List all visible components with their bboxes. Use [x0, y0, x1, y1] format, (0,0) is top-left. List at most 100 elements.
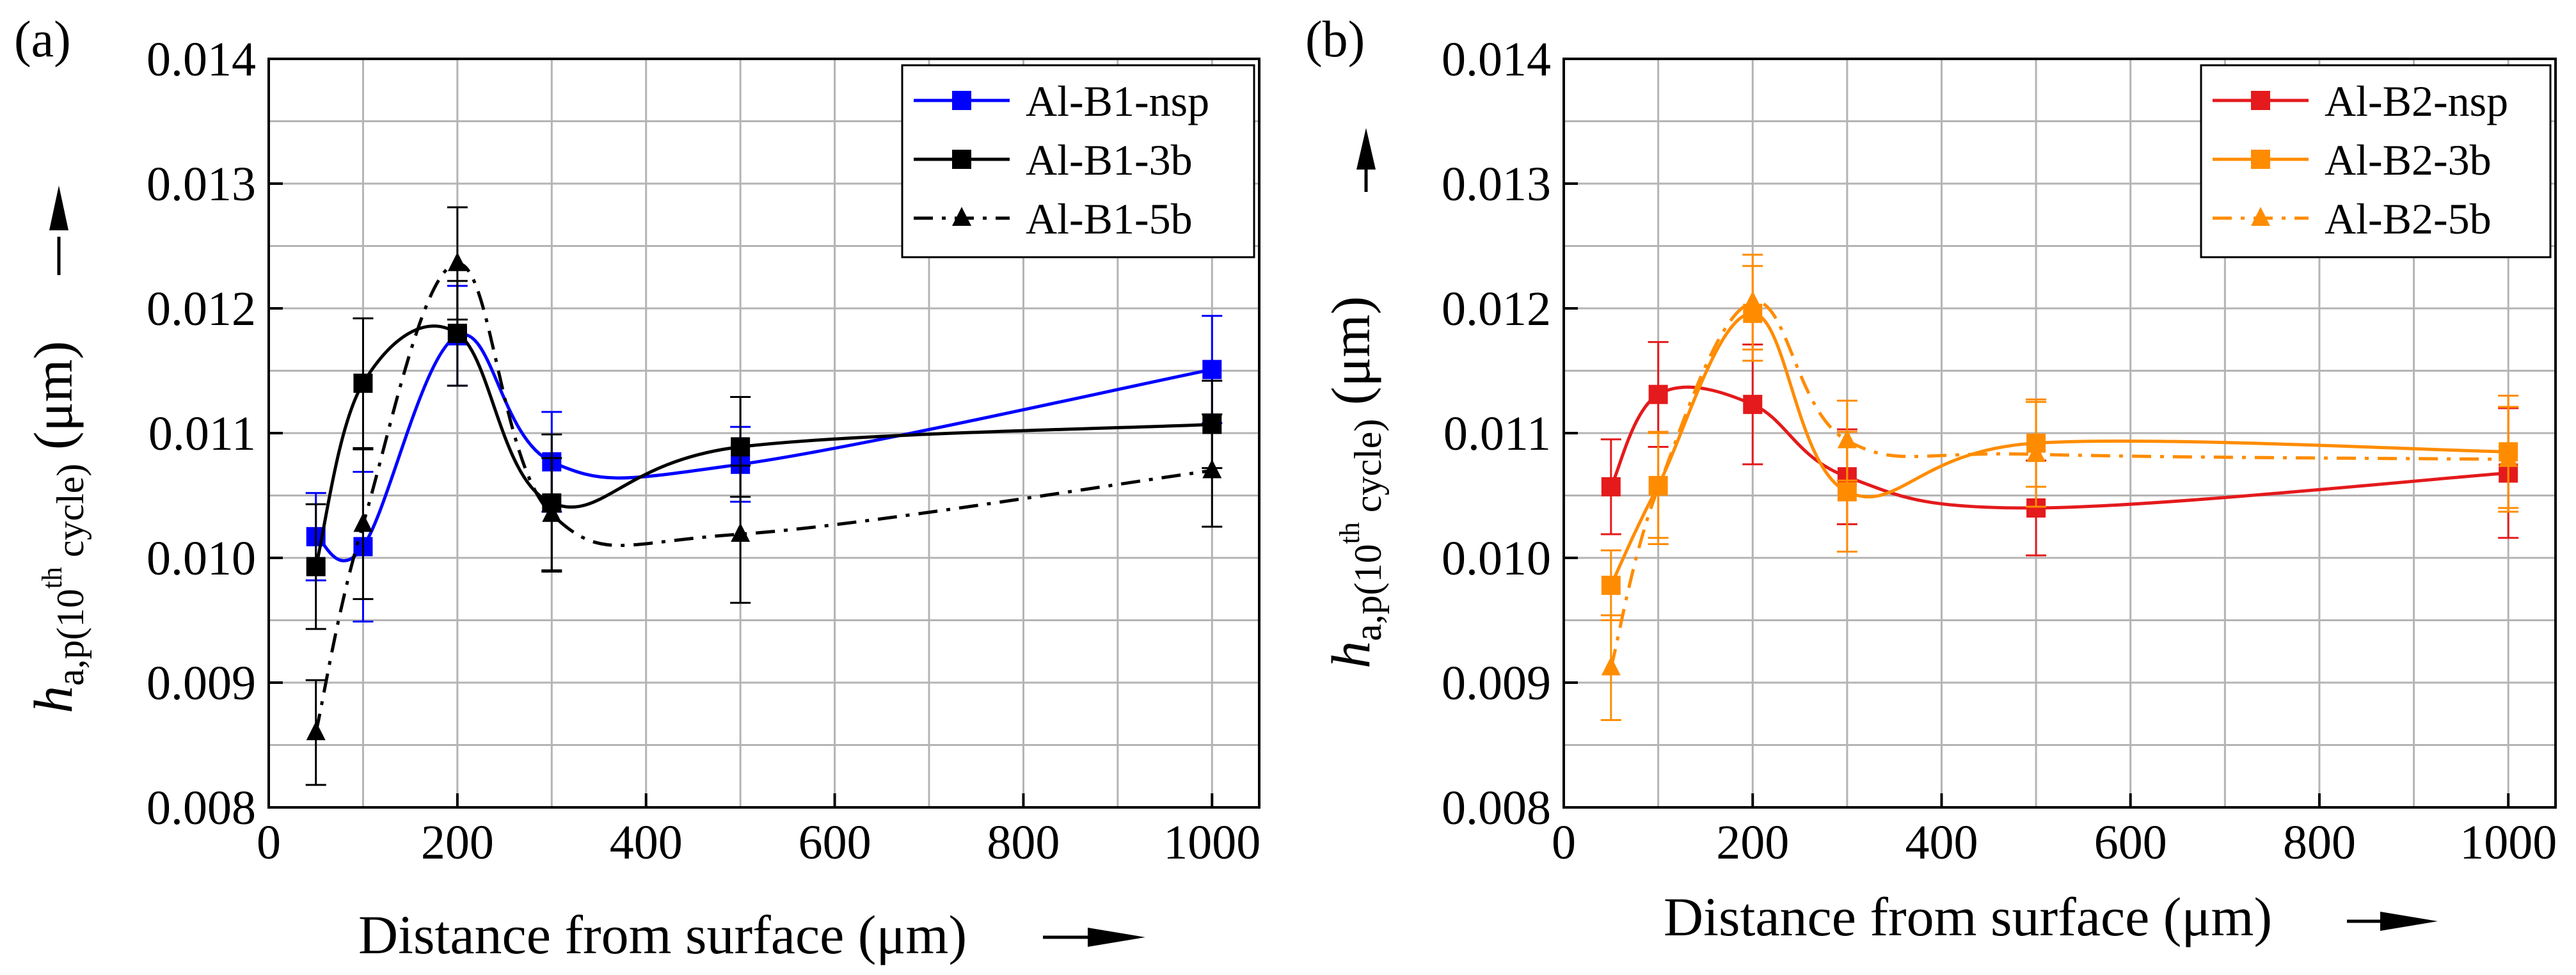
x-tick-label: 400	[610, 816, 683, 869]
legend-marker	[952, 207, 971, 226]
series-Al-B2-5b	[1600, 253, 2519, 721]
x-tick-labels-a: 0 200 400 600 800 1000	[257, 816, 1260, 869]
y-tick-label: 0.014	[147, 33, 256, 86]
y-axis-title-text: ha,p(10th cycle) (μm)	[1320, 296, 1389, 669]
data-point	[1202, 459, 1222, 479]
y-tick-label: 0.011	[148, 407, 256, 461]
x-tick-label: 200	[421, 816, 494, 869]
x-tick-label: 400	[1905, 816, 1978, 869]
y-tick-label: 0.009	[147, 656, 256, 710]
legend-label: Al-B2-nsp	[2325, 77, 2508, 125]
legend-item: Al-B1-3b	[914, 136, 1193, 184]
chart-panel-b: (b) 0 200 400 600 800 1000 0.0080.0090.0100.0…	[1305, 12, 2557, 947]
y-tick-label: 0.012	[1442, 282, 1551, 336]
y-tick-label: 0.013	[147, 157, 256, 211]
x-tick-label: 800	[2283, 816, 2356, 869]
x-tick-label: 800	[987, 816, 1060, 869]
data-point	[1837, 429, 1857, 448]
chart-panel-a: (a) 0 200 400 600 800 1000 0.0080.0090.0100.0…	[14, 12, 1260, 965]
data-point	[306, 557, 326, 576]
x-tick-labels-b: 0 200 400 600 800 1000	[1552, 816, 2557, 869]
data-point	[1202, 360, 1222, 379]
data-point	[353, 374, 373, 393]
x-tick-label: 0	[257, 816, 281, 869]
legend-item: Al-B1-5b	[914, 194, 1193, 243]
series-line	[314, 324, 1212, 567]
data-point	[1601, 477, 1621, 496]
y-tick-label: 0.010	[147, 532, 256, 585]
legend-marker	[2251, 207, 2270, 226]
data-point	[1648, 477, 1668, 496]
data-point	[1601, 656, 1621, 676]
x-tick-label: 1000	[1163, 816, 1260, 869]
data-point	[1837, 482, 1857, 502]
series-line	[1609, 312, 2509, 586]
data-point	[1648, 384, 1668, 404]
data-point	[542, 503, 562, 522]
x-axis-arrow-a	[1043, 928, 1145, 947]
ticks-a	[267, 58, 1214, 809]
series-layer-b	[1600, 253, 2519, 721]
y-tick-label: 0.008	[1442, 781, 1551, 835]
y-axis-title-b: ha,p(10th cycle) (μm)	[1320, 296, 1389, 669]
data-point	[353, 512, 373, 532]
x-tick-label: 200	[1716, 816, 1789, 869]
data-point	[447, 252, 467, 271]
data-point	[731, 523, 751, 542]
y-tick-label: 0.013	[1442, 157, 1551, 211]
y-tick-labels-a: 0.008 0.009 0.010 0.011 0.012 0.013 0.014	[147, 33, 256, 835]
legend-label: Al-B1-5b	[1026, 194, 1193, 243]
y-axis-arrow-b	[1356, 128, 1376, 192]
x-tick-label: 0	[1552, 816, 1576, 869]
x-axis-title-a: Distance from surface (μm)	[358, 904, 967, 965]
x-axis-arrow-b	[2347, 912, 2438, 931]
series-Al-B2-3b	[1600, 265, 2519, 621]
legend-item: Al-B2-3b	[2213, 136, 2492, 184]
y-tick-label: 0.010	[1442, 532, 1551, 585]
y-axis-title-text: ha,p(10th cycle) (μm)	[22, 341, 91, 713]
y-tick-labels-b: 0.008 0.009 0.010 0.011 0.012 0.013 0.014	[1442, 33, 1551, 835]
legend-marker	[2251, 150, 2270, 169]
y-tick-label: 0.009	[1442, 656, 1551, 710]
data-point	[1601, 575, 1621, 595]
y-tick-label: 0.011	[1443, 407, 1551, 461]
x-tick-label: 600	[2094, 816, 2167, 869]
series-line	[315, 333, 1212, 562]
legend-label: Al-B1-nsp	[1026, 77, 1209, 125]
panel-label-b: (b)	[1305, 12, 1365, 68]
series-Al-B1-3b	[305, 280, 1223, 630]
legend-a: Al-B1-nsp Al-B1-3b Al-B1-5b	[901, 64, 1255, 258]
x-tick-label: 1000	[2460, 816, 2557, 869]
legend-label: Al-B2-3b	[2325, 136, 2492, 184]
series-Al-B1-5b	[305, 206, 1223, 786]
y-tick-label: 0.008	[147, 781, 256, 835]
data-point	[731, 437, 751, 457]
data-point	[1743, 290, 1763, 310]
ticks-b	[1562, 58, 2510, 809]
legend-item: Al-B2-nsp	[2213, 77, 2508, 125]
legend-label: Al-B2-5b	[2325, 194, 2492, 243]
y-tick-label: 0.012	[147, 282, 256, 336]
legend-marker	[2251, 91, 2270, 110]
legend-label: Al-B1-3b	[1026, 136, 1193, 184]
series-Al-B1-nsp	[305, 285, 1223, 622]
data-point	[306, 721, 326, 740]
data-point	[1743, 395, 1763, 415]
legend-item: Al-B1-nsp	[914, 77, 1209, 125]
y-tick-label: 0.014	[1442, 33, 1551, 86]
legend-item: Al-B2-5b	[2213, 194, 2492, 243]
y-axis-title-a: ha,p(10th cycle) (μm)	[22, 341, 91, 713]
data-point	[2026, 443, 2046, 463]
x-tick-label: 600	[799, 816, 871, 869]
legend-marker	[952, 150, 971, 169]
legend-b: Al-B2-nsp Al-B2-3b Al-B2-5b	[2200, 64, 2552, 258]
grid-a	[269, 59, 1259, 807]
data-point	[2499, 448, 2518, 467]
series-layer-a	[305, 206, 1223, 786]
x-axis-title-b: Distance from surface (μm)	[1664, 886, 2272, 947]
legend-marker	[952, 91, 971, 110]
data-point	[447, 324, 467, 343]
panel-label-a: (a)	[14, 12, 71, 68]
y-axis-arrow-a	[49, 186, 68, 275]
